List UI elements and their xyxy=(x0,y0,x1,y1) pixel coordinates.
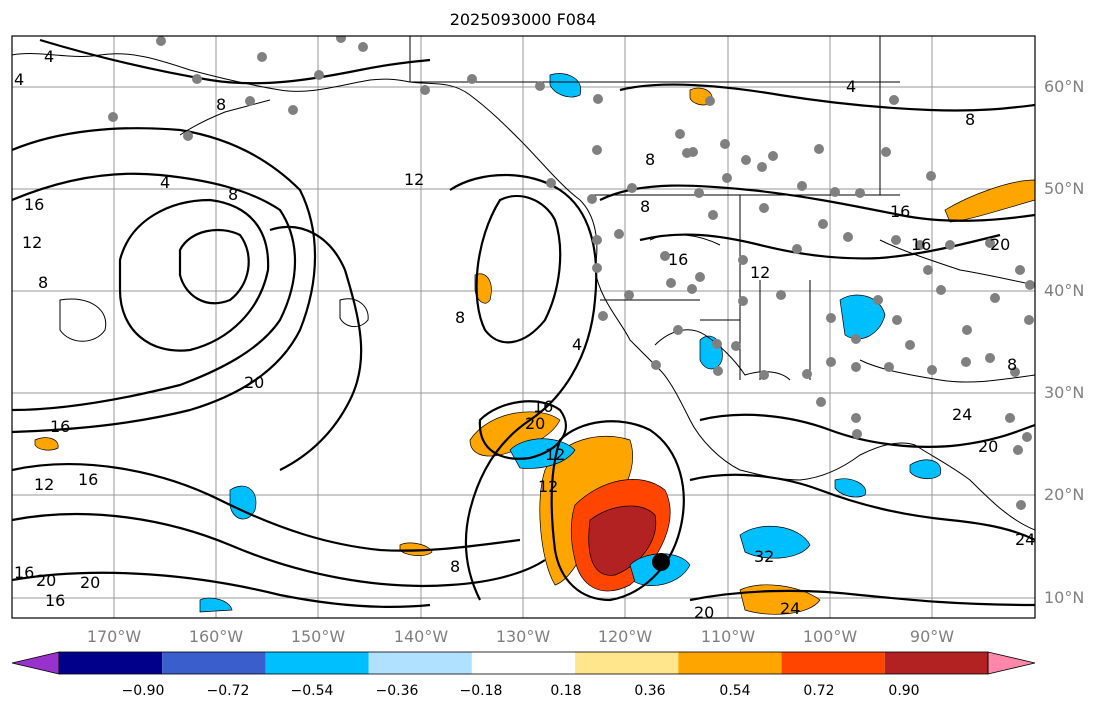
contour-label: 12 xyxy=(404,170,424,189)
contour-label: 16 xyxy=(14,563,34,582)
contour-label: 16 xyxy=(668,250,688,269)
contour-label: 16 xyxy=(24,195,44,214)
contour-label: 24 xyxy=(1015,530,1035,549)
colorbar xyxy=(11,651,1036,675)
contour-label: 8 xyxy=(645,150,655,169)
map-title: 2025093000 F084 xyxy=(449,10,597,29)
contour-label: 20 xyxy=(978,437,998,456)
contour-label: 8 xyxy=(450,557,460,576)
lon-label: 170°W xyxy=(86,627,142,646)
colorbar-segment xyxy=(11,651,60,675)
colorbar-tick-label: −0.18 xyxy=(459,683,503,699)
lon-label: 110°W xyxy=(700,627,756,646)
contour-label: 24 xyxy=(952,405,972,424)
colorbar-segment xyxy=(678,652,782,674)
contour-label: 20 xyxy=(694,603,714,622)
colorbar-tick-label: 0.72 xyxy=(803,683,835,699)
contour-label: 16 xyxy=(50,417,70,436)
contour-label: 20 xyxy=(244,373,264,392)
contour-label: 16 xyxy=(45,591,65,610)
contour-label: 12 xyxy=(538,477,558,496)
colorbar-tick-label: −0.90 xyxy=(121,683,165,699)
contour-label: 8 xyxy=(216,95,226,114)
contour-label: 8 xyxy=(455,308,465,327)
contour-label: 20 xyxy=(36,571,56,590)
contour-label: 20 xyxy=(990,235,1010,254)
colorbar-segment xyxy=(59,652,163,674)
colorbar-tick-label: −0.36 xyxy=(375,683,419,699)
colorbar-segment xyxy=(162,652,266,674)
lon-label: 90°W xyxy=(909,627,955,646)
contour-label: 4 xyxy=(572,335,582,354)
lat-label: 30°N xyxy=(1044,383,1085,402)
colorbar-tick-label: −0.72 xyxy=(206,683,250,699)
contour-label: 4 xyxy=(846,77,856,96)
colorbar-segment xyxy=(781,652,885,674)
graticule xyxy=(12,36,1035,618)
contour-label: 12 xyxy=(750,263,770,282)
lon-label: 140°W xyxy=(393,627,449,646)
thin-contours xyxy=(59,234,721,342)
lat-label: 50°N xyxy=(1044,179,1085,198)
lon-label: 160°W xyxy=(188,627,244,646)
contour-label: 4 xyxy=(14,70,24,89)
storm-center-marker xyxy=(652,553,670,571)
lat-label: 10°N xyxy=(1044,588,1085,607)
colorbar-segment xyxy=(575,652,679,674)
lon-label: 130°W xyxy=(495,627,551,646)
contour-label: 8 xyxy=(38,273,48,292)
contour-label: 8 xyxy=(965,110,975,129)
contour-label: 24 xyxy=(780,599,800,618)
colorbar-tick-label: −0.54 xyxy=(290,683,334,699)
contour-label: 16 xyxy=(533,397,553,416)
contour-label: 12 xyxy=(22,233,42,252)
colorbar-segment xyxy=(368,652,472,674)
contour-label: 4 xyxy=(44,47,54,66)
contour-label: 12 xyxy=(34,475,54,494)
lat-label: 40°N xyxy=(1044,281,1085,300)
map-frame xyxy=(11,35,1036,619)
colorbar-segment xyxy=(987,651,1036,675)
contour-label: 16 xyxy=(911,235,931,254)
contour-label: 8 xyxy=(640,197,650,216)
contour-label: 8 xyxy=(1007,355,1017,374)
contour-label: 32 xyxy=(754,547,774,566)
lon-label: 120°W xyxy=(597,627,653,646)
colorbar-tick-label: 0.18 xyxy=(550,683,582,699)
contour-label: 20 xyxy=(525,414,545,433)
lat-label: 20°N xyxy=(1044,485,1085,504)
station-dots xyxy=(108,36,1035,510)
contour-label: 16 xyxy=(78,470,98,489)
colorbar-segment xyxy=(265,652,369,674)
contour-label: 20 xyxy=(80,573,100,592)
colorbar-tick-label: 0.54 xyxy=(719,683,751,699)
colorbar-tick-label: 0.90 xyxy=(888,683,920,699)
contour-label: 12 xyxy=(545,445,565,464)
colorbar-tick-label: 0.36 xyxy=(634,683,666,699)
lat-label: 60°N xyxy=(1044,77,1085,96)
contour-label: 8 xyxy=(228,185,238,204)
colorbar-segment xyxy=(471,652,576,674)
lon-label: 100°W xyxy=(802,627,858,646)
contour-label: 4 xyxy=(160,173,170,192)
contour-label: 16 xyxy=(890,202,910,221)
colorbar-segment xyxy=(884,652,988,674)
lon-label: 150°W xyxy=(290,627,346,646)
colorbar-frame xyxy=(58,651,989,675)
contour-label-group: 4 4 8 4 8 12 16 12 8 8 4 20 16 16 12 16 … xyxy=(14,47,1035,622)
